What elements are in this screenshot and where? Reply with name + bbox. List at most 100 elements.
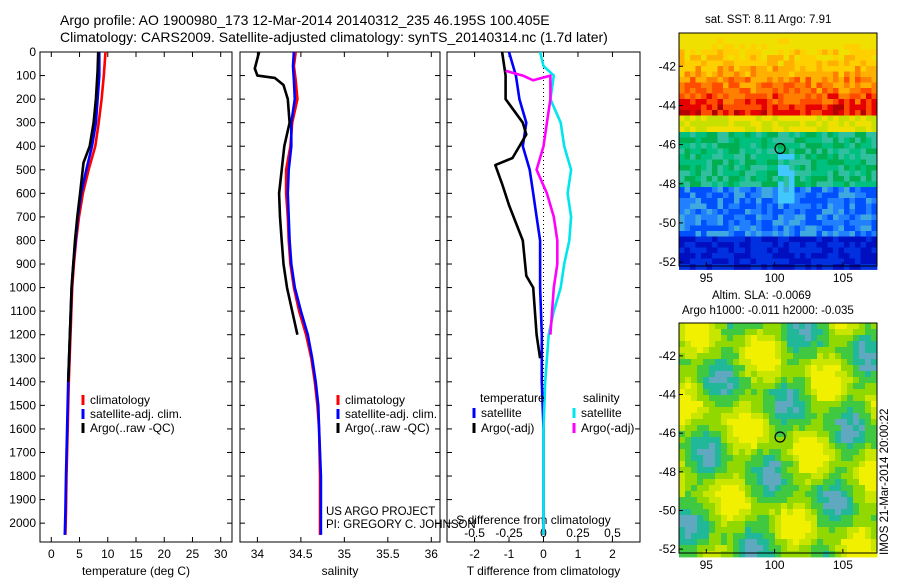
sla-map-cell [799, 485, 806, 492]
sla-map-cell [811, 365, 818, 372]
sst-map-cell [772, 176, 779, 182]
sst-map-cell [690, 49, 696, 56]
sla-map-cell [679, 455, 686, 462]
sst-map-cell [739, 33, 746, 39]
sst-map-cell [734, 154, 740, 160]
sst-map-cell [871, 253, 878, 259]
sst-map-cell [723, 220, 729, 226]
sst-map-cell [756, 225, 762, 232]
sla-map-cell [823, 401, 830, 408]
sla-map-cell [817, 539, 824, 546]
sla-map-cell [691, 491, 698, 498]
sla-map-cell [739, 359, 746, 366]
sla-map-cell [679, 413, 686, 420]
sla-map-cell [787, 521, 794, 528]
y-tick-label-depth: 1700 [9, 445, 36, 459]
sst-map-cell [794, 209, 801, 215]
sla-map-cell [805, 545, 812, 552]
sla-map-cell [781, 479, 788, 486]
sst-map-cell [712, 126, 718, 133]
sst-map-cell [717, 49, 724, 56]
sst-map-cell [706, 165, 713, 171]
sst-map-cell [805, 258, 812, 265]
sst-map-cell [833, 165, 839, 171]
sst-map-cell [844, 170, 850, 177]
sst-map-cell [684, 93, 691, 100]
sst-map-cell [679, 236, 685, 243]
sla-map-cell [829, 359, 836, 366]
sst-map-cell [728, 247, 735, 254]
sla-map-cell [811, 461, 818, 468]
sst-map-cell [756, 132, 762, 138]
sla-map-cell [757, 377, 764, 384]
sst-map-cell [717, 71, 724, 78]
sla-map-cell [805, 419, 812, 426]
sst-map-cell [855, 154, 861, 160]
sla-map-cell [691, 395, 698, 402]
sst-map-cell [811, 159, 817, 166]
sla-map-cell [679, 329, 686, 336]
sla-map-cell [757, 479, 764, 486]
sst-map-cell [728, 148, 735, 155]
sla-map-cell [757, 473, 764, 480]
sst-map-cell [838, 33, 845, 39]
sst-map-cell [723, 236, 729, 243]
sst-map-cell [734, 192, 740, 199]
plot-frame-temperature [39, 51, 233, 543]
sst-map-cell [745, 66, 751, 72]
sst-map-cell [816, 126, 823, 133]
sla-map-cell [721, 371, 728, 378]
sst-map-cell [844, 88, 850, 94]
sst-map-cell [833, 121, 839, 127]
sst-map-cell [816, 231, 823, 237]
sla-map-cell [697, 545, 704, 552]
sla-map-cell [823, 407, 830, 414]
sla-map-cell [715, 545, 722, 552]
sst-map-cell [838, 44, 845, 50]
sla-map-cell [835, 455, 842, 462]
sla-map-cell [745, 503, 752, 510]
sla-map-cell [697, 389, 704, 396]
sla-map-cell [829, 341, 836, 348]
sst-map-cell [739, 203, 746, 210]
sst-map-cell [706, 264, 713, 270]
sst-map-cell [684, 71, 691, 78]
sla-map-cell [721, 413, 728, 420]
sla-map-cell [763, 449, 770, 456]
sla-map-cell [709, 329, 716, 336]
sla-map-cell [679, 401, 686, 408]
sla-map-cell [817, 545, 824, 552]
sst-map-cell [838, 258, 845, 265]
sst-map-cell [690, 88, 696, 94]
sst-map-cell [855, 77, 861, 83]
sla-map-cell [757, 425, 764, 432]
sst-map-cell [811, 220, 817, 226]
sst-map-cell [833, 159, 839, 166]
series-line-temperature-2 [66, 51, 100, 382]
sst-map-cell [701, 44, 707, 50]
sst-map-cell [822, 187, 828, 193]
sst-map-cell [811, 170, 817, 177]
sst-map-cell [860, 170, 867, 177]
sla-map-cell [817, 479, 824, 486]
sst-map-cell [871, 121, 878, 127]
sla-map-cell [703, 389, 710, 396]
sla-map-cell [775, 533, 782, 540]
sla-map-cell [727, 467, 734, 474]
sst-map-cell [750, 236, 757, 243]
sst-map-cell [778, 258, 784, 265]
sst-map-cell [712, 60, 718, 67]
sst-map-cell [717, 66, 724, 72]
sst-map-cell [723, 93, 729, 100]
sla-map-cell [715, 539, 722, 546]
sst-map-cell [695, 247, 702, 254]
sst-map-cell [844, 225, 850, 232]
sla-map-cell [715, 515, 722, 522]
sla-map-cell [685, 437, 692, 444]
sla-map-x-tick-label: 100 [765, 558, 785, 572]
sla-map-cell [865, 431, 872, 438]
sst-map-cell [745, 236, 751, 243]
sla-map-cell [817, 395, 824, 402]
sla-map-cell [805, 335, 812, 342]
sst-map-cell [739, 264, 746, 270]
